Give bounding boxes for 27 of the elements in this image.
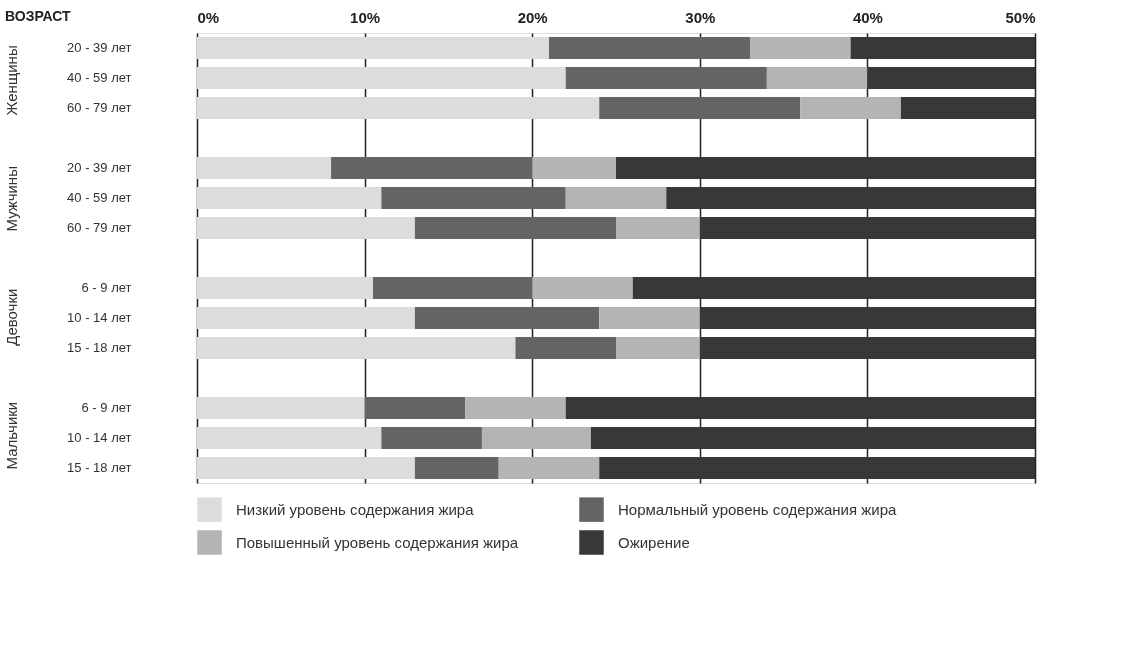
y-tick-label: 15 - 18 лет (67, 460, 132, 475)
y-tick-label: 6 - 9 лет (81, 400, 132, 415)
text: Мальчики (3, 401, 20, 470)
y-tick-label: 10 - 14 лет (67, 310, 132, 325)
y-tick-label: 20 - 39 лет (67, 40, 132, 55)
y-tick-label: 40 - 59 лет (67, 70, 132, 85)
x-tick-label: 40% (852, 8, 883, 26)
x-tick-label: 0% (197, 8, 220, 26)
x-tick-label: 50% (1005, 8, 1036, 26)
x-tick-label: 10% (350, 8, 381, 26)
legend-label: Низкий уровень содержания жира (236, 500, 475, 518)
legend-label: Повышенный уровень содержания жира (236, 533, 519, 551)
y-tick-label: 60 - 79 лет (67, 100, 132, 115)
y-tick-label: 10 - 14 лет (67, 430, 132, 445)
y-tick-label: 6 - 9 лет (81, 280, 132, 295)
legend-label: Нормальный уровень содержания жира (618, 500, 897, 518)
legend-label: Ожирение (618, 533, 690, 551)
y-tick-label: 60 - 79 лет (67, 220, 132, 235)
y-tick-label: 15 - 18 лет (67, 340, 132, 355)
y-tick-label: 20 - 39 лет (67, 160, 132, 175)
x-tick-label: 30% (685, 8, 716, 26)
text: Женщины (3, 45, 20, 116)
x-tick-label: 20% (517, 8, 548, 26)
text: ВОЗРАСТ (5, 8, 72, 24)
y-tick-label: 40 - 59 лет (67, 190, 132, 205)
text: Девочки (3, 288, 20, 346)
text: Мужчины (3, 166, 20, 232)
